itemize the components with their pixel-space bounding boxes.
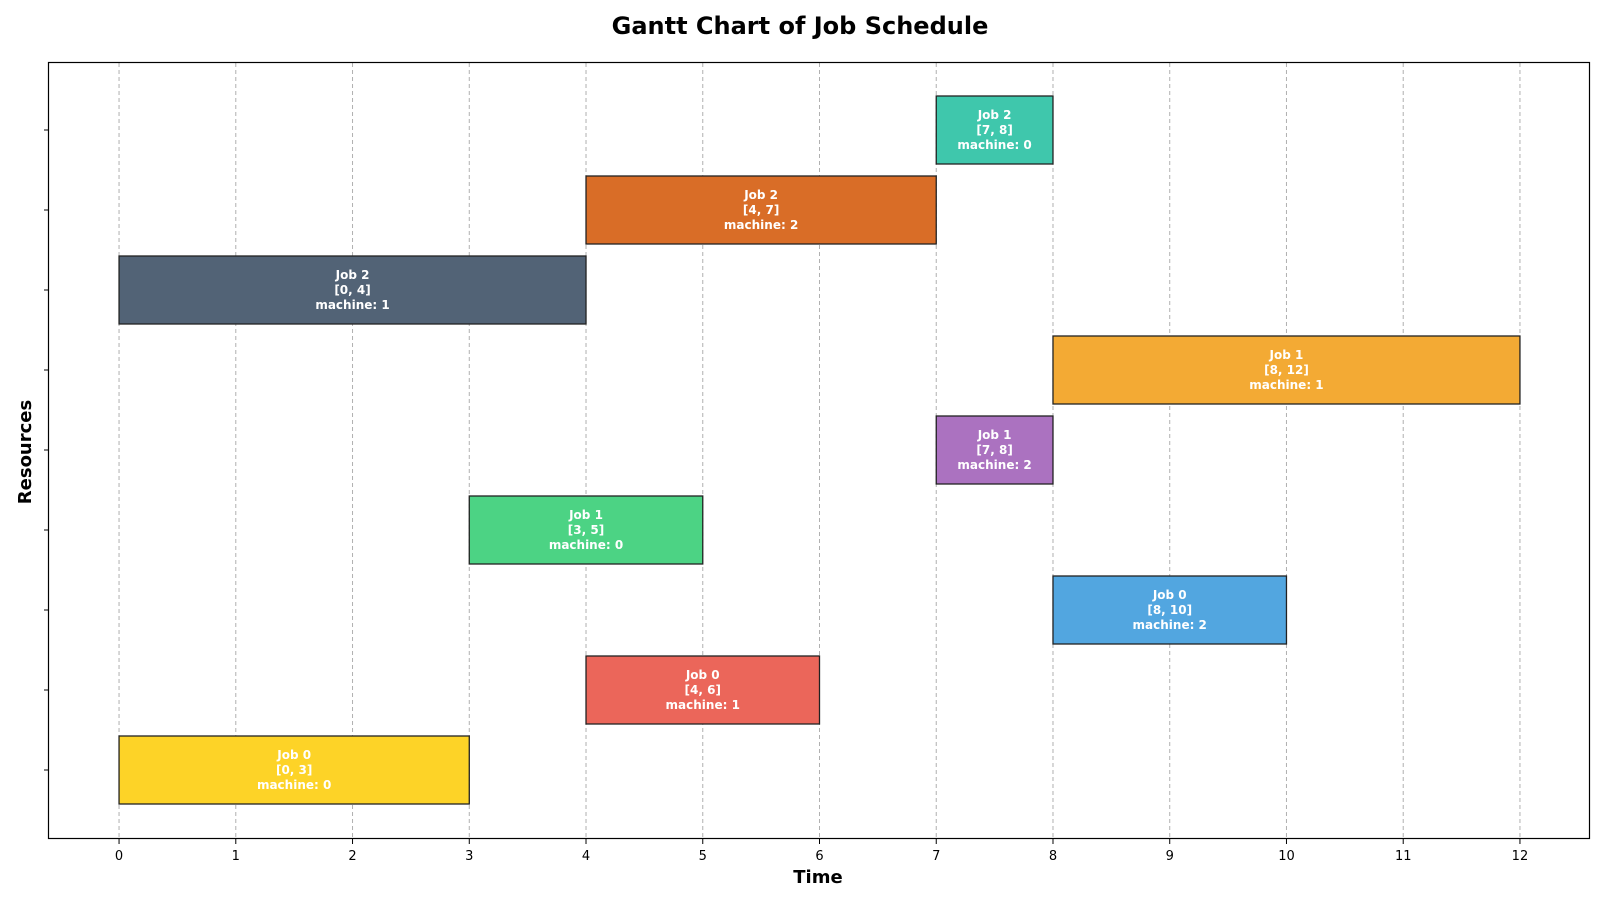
task-bar-group: Job 2[4, 7]machine: 2 [585, 175, 937, 245]
task-bar [585, 175, 937, 245]
task-bar-group: Job 0[8, 10]machine: 2 [1052, 575, 1288, 645]
task-label-job: Job 0 [1152, 588, 1187, 602]
task-label-interval: [4, 7] [743, 203, 779, 217]
task-bar-group: Job 1[8, 12]machine: 1 [1052, 335, 1521, 405]
x-tick-label: 2 [348, 849, 356, 864]
x-tick-label: 12 [1512, 849, 1529, 864]
task-label-machine: machine: 2 [957, 458, 1031, 472]
task-label-job: Job 2 [743, 188, 778, 202]
task-bar-group: Job 1[7, 8]machine: 2 [935, 415, 1054, 485]
x-tick-label: 4 [582, 849, 590, 864]
task-label-job: Job 2 [335, 268, 370, 282]
task-label-job: Job 0 [685, 668, 720, 682]
task-bar [1052, 575, 1288, 645]
task-bar-group: Job 2[0, 4]machine: 1 [118, 255, 587, 325]
task-bar [118, 735, 470, 805]
task-label-job: Job 1 [977, 428, 1012, 442]
task-label-job: Job 1 [1269, 348, 1304, 362]
task-label-interval: [0, 4] [334, 283, 370, 297]
task-bar-group: Job 1[3, 5]machine: 0 [468, 495, 704, 565]
task-label-machine: machine: 2 [1133, 618, 1207, 632]
task-label-job: Job 1 [568, 508, 603, 522]
task-bar [585, 655, 821, 725]
x-axis-label: Time [793, 867, 842, 888]
x-tick-label: 3 [465, 849, 473, 864]
x-tick-label: 1 [232, 849, 240, 864]
x-tick-label: 11 [1395, 849, 1412, 864]
task-label-machine: machine: 1 [666, 698, 740, 712]
task-bar [118, 255, 587, 325]
task-label-interval: [8, 10] [1147, 603, 1192, 617]
x-tick-label: 0 [115, 849, 123, 864]
task-label-machine: machine: 0 [957, 138, 1031, 152]
task-label-machine: machine: 1 [1249, 378, 1323, 392]
x-tick-label: 10 [1278, 849, 1295, 864]
y-axis-label: Resources [15, 400, 36, 504]
x-axis-ticks: 0 1 2 3 4 5 6 7 8 9 10 11 12 [115, 839, 1528, 864]
task-bar [935, 415, 1054, 485]
x-tick-label: 7 [932, 849, 940, 864]
task-bar-group: Job 2[7, 8]machine: 0 [935, 95, 1054, 165]
task-bar [935, 95, 1054, 165]
task-bar-group: Job 0[0, 3]machine: 0 [118, 735, 470, 805]
task-bar-group: Job 0[4, 6]machine: 1 [585, 655, 821, 725]
task-label-machine: machine: 2 [724, 218, 798, 232]
task-label-interval: [7, 8] [976, 443, 1012, 457]
task-label-machine: machine: 0 [257, 778, 331, 792]
task-label-job: Job 2 [977, 108, 1012, 122]
task-label-machine: machine: 0 [549, 538, 623, 552]
task-label-interval: [4, 6] [685, 683, 721, 697]
task-label-interval: [8, 12] [1264, 363, 1309, 377]
x-tick-label: 6 [815, 849, 823, 864]
task-bar [1052, 335, 1521, 405]
task-label-machine: machine: 1 [315, 298, 389, 312]
task-bar [468, 495, 704, 565]
x-tick-label: 9 [1166, 849, 1174, 864]
x-tick-label: 5 [699, 849, 707, 864]
task-label-interval: [0, 3] [276, 763, 312, 777]
task-label-job: Job 0 [276, 748, 311, 762]
task-label-interval: [7, 8] [976, 123, 1012, 137]
task-label-interval: [3, 5] [568, 523, 604, 537]
y-axis-ticks [44, 129, 49, 771]
x-tick-label: 8 [1049, 849, 1057, 864]
chart-title: Gantt Chart of Job Schedule [612, 12, 989, 40]
